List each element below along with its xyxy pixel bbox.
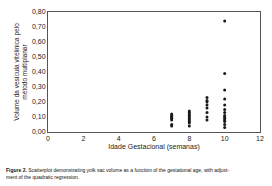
svg-text:0,00: 0,00: [32, 128, 46, 135]
svg-text:0: 0: [46, 135, 50, 142]
svg-text:0,10: 0,10: [32, 113, 46, 120]
svg-text:10: 10: [221, 135, 229, 142]
svg-text:0,80: 0,80: [32, 8, 46, 15]
svg-text:0,50: 0,50: [32, 53, 46, 60]
svg-text:0,40: 0,40: [32, 68, 46, 75]
svg-text:8: 8: [187, 135, 191, 142]
svg-text:Figure 2. Scatterplot demonstr: Figure 2. Scatterplot demonstrating yolk…: [6, 167, 230, 180]
svg-text:0,20: 0,20: [32, 98, 46, 105]
svg-text:2: 2: [81, 135, 85, 142]
svg-text:0,60: 0,60: [32, 38, 46, 45]
svg-text:Idade Gestacional (semanas): Idade Gestacional (semanas): [108, 143, 199, 151]
svg-text:Volume da vesícula vitelínica: Volume da vesícula vitelínica pelométodo…: [13, 23, 29, 121]
svg-text:4: 4: [117, 135, 121, 142]
svg-text:12: 12: [256, 135, 264, 142]
svg-text:0,70: 0,70: [32, 23, 46, 30]
svg-text:0,30: 0,30: [32, 83, 46, 90]
svg-text:6: 6: [152, 135, 156, 142]
